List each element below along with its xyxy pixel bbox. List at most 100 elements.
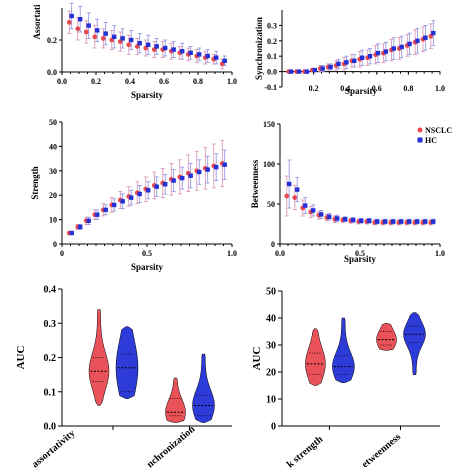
assortativity-point-hc	[95, 28, 100, 33]
betweenness-point-hc	[295, 187, 300, 192]
strength-point-hc	[171, 178, 176, 183]
strength-point-hc	[137, 191, 142, 197]
auc_left-panel	[58, 288, 232, 430]
strength-point-hc	[180, 175, 185, 181]
assortativity-point-hc	[86, 23, 91, 28]
assortativity-panel	[59, 2, 233, 75]
assortativity-series-nsclc	[66, 10, 225, 70]
strength-y-tick-label: 40	[49, 142, 57, 151]
assortativity-point-hc	[154, 44, 159, 49]
auc_right-y-tick-label: 50	[266, 287, 276, 298]
auc_right-y-tick-label: 0	[271, 422, 276, 433]
assortativity-x-tick-label: 1.0	[227, 77, 237, 86]
strength-y-tick-label: 50	[49, 118, 57, 127]
assortativity-point-nsclc	[83, 29, 89, 35]
betweenness-y-tick-label: 50	[267, 200, 275, 209]
synchronization-x-tick-label: 0.8	[403, 84, 413, 93]
assortativity-series-hc	[69, 2, 227, 66]
assortativity-point-hc	[78, 17, 83, 22]
strength-point-hc	[222, 162, 227, 167]
betweenness-point-hc	[423, 219, 428, 224]
strength-y-tick-label: 30	[49, 167, 57, 176]
assortativity-point-nsclc	[126, 42, 132, 48]
betweenness-point-hc	[391, 219, 396, 224]
synchronization-panel	[279, 10, 441, 88]
betweenness-y-title: Betweenness	[250, 159, 260, 208]
synchronization-x-tick-label: 0.6	[372, 84, 382, 93]
betweenness-x-tick-label: 0.5	[355, 249, 365, 258]
synchronization-point-hc	[304, 69, 310, 74]
strength-x-title: Sparsity	[131, 262, 164, 272]
synchronization-point-hc	[352, 58, 357, 64]
synchronization-point-hc	[312, 67, 317, 73]
strength-series-hc	[69, 149, 227, 236]
assortativity-point-hc	[205, 53, 210, 59]
assortativity-point-hc	[69, 13, 74, 19]
betweenness-point-hc	[303, 203, 308, 208]
synchronization-x-tick-label: 0.4	[340, 84, 350, 93]
synchronization-point-hc	[399, 44, 404, 50]
betweenness-point-hc	[431, 219, 436, 224]
strength-x-tick-label: 0.5	[142, 249, 152, 258]
auc_left-y-tick-label: 0.0	[44, 422, 57, 433]
synchronization-y-tick-label: -0.1	[264, 83, 277, 92]
synchronization-y-tick-label: 0.3	[267, 21, 277, 30]
auc_right-x-tick-label: etweenness	[360, 431, 403, 470]
betweenness-point-hc	[367, 218, 372, 223]
auc_right-y-title: AUC	[251, 347, 263, 371]
strength-y-tick-label: 20	[49, 191, 57, 200]
strength-point-hc	[163, 182, 168, 187]
legend-marker-nsclc	[417, 127, 423, 133]
assortativity-point-hc	[137, 41, 142, 46]
assortativity-point-hc	[222, 58, 227, 63]
betweenness-y-tick-label: 150	[263, 120, 275, 129]
synchronization-y-title: Synchronization	[254, 17, 264, 80]
strength-y-tick-label: 0	[53, 240, 57, 249]
synchronization-y-tick-label: 0.2	[267, 37, 277, 46]
strength-point-hc	[120, 199, 125, 204]
betweenness-point-hc	[287, 181, 292, 187]
legend-marker-hc	[417, 137, 423, 143]
assortativity-point-hc	[171, 47, 176, 52]
assortativity-x-tick-label: 0.4	[125, 77, 135, 86]
strength-point-hc	[69, 230, 74, 236]
assortativity-point-hc	[112, 34, 117, 39]
synchronization-point-hc	[431, 30, 436, 36]
strength-y-tick-label: 10	[49, 216, 57, 225]
strength-point-hc	[95, 212, 100, 217]
synchronization-point-hc	[375, 50, 381, 56]
synchronization-point-hc	[296, 69, 302, 74]
betweenness-point-hc	[319, 212, 324, 217]
assortativity-point-nsclc	[92, 34, 98, 40]
strength-point-hc	[188, 173, 193, 178]
assortativity-point-nsclc	[66, 20, 72, 25]
synchronization-y-tick-label: 0.1	[267, 52, 277, 61]
synchronization-point-hc	[383, 49, 389, 54]
auc_left-y-tick-label: 0.1	[44, 387, 57, 398]
legend-label-hc: HC	[425, 136, 437, 145]
assortativity-point-hc	[129, 37, 134, 43]
auc_left-y-tick-label: 0.4	[44, 285, 57, 296]
assortativity-y-tick-label: 0.0	[47, 68, 57, 77]
betweenness-panel	[277, 123, 441, 247]
assortativity-point-nsclc	[100, 36, 106, 41]
strength-point-hc	[214, 164, 219, 170]
betweenness-y-tick-label: 0	[271, 240, 275, 249]
strength-point-hc	[86, 218, 91, 224]
betweenness-point-hc	[327, 214, 332, 219]
synchronization-x-tick-label: 0.2	[309, 84, 319, 93]
auc_left-y-tick-label: 0.2	[44, 353, 57, 364]
assortativity-x-title: Sparsity	[131, 90, 164, 100]
strength-x-tick-label: 0	[60, 249, 64, 258]
betweenness-point-hc	[375, 219, 380, 224]
assortativity-y-title: Assortati	[32, 4, 42, 39]
assortativity-x-tick-label: 0.0	[57, 77, 67, 86]
synchronization-point-hc	[336, 61, 341, 67]
strength-point-hc	[129, 195, 134, 200]
betweenness-y-tick-label: 100	[263, 160, 275, 169]
strength-point-hc	[197, 169, 202, 175]
assortativity-point-hc	[120, 36, 125, 41]
strength-x-tick-label: 1.0	[227, 249, 237, 258]
betweenness-point-hc	[359, 218, 364, 223]
